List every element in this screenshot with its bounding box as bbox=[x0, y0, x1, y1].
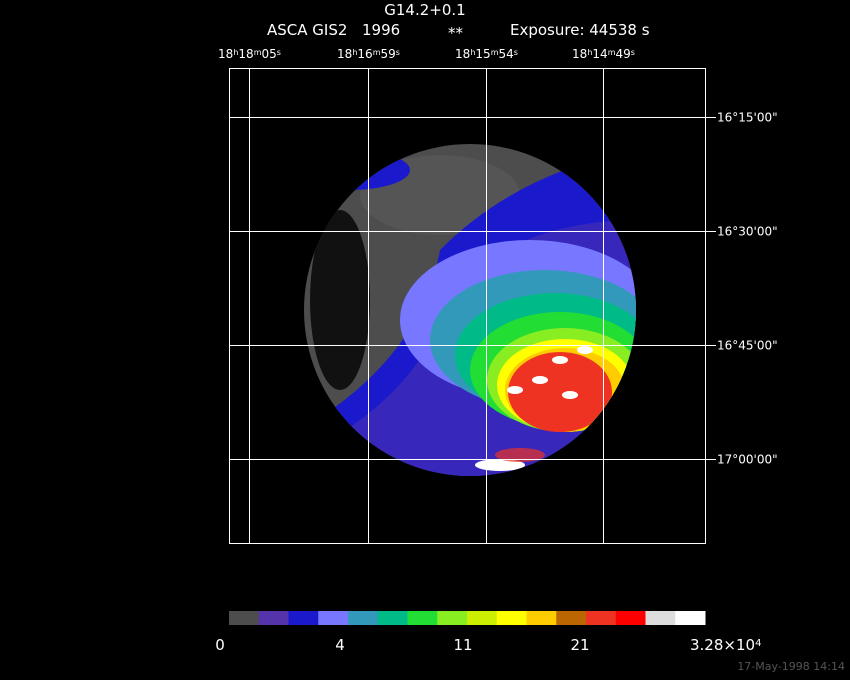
timestamp: 17-May-1998 14:14 bbox=[737, 660, 845, 673]
ra-value: 18 bbox=[455, 47, 470, 61]
coordinate-grid: 18h18m05s 18h16m59s 18h15m54s 18h14m49s16°1… bbox=[218, 47, 778, 543]
colorbar-segment bbox=[496, 611, 527, 625]
colorbar-segment bbox=[615, 611, 646, 625]
colorbar-segment bbox=[377, 611, 408, 625]
colorbar-segment bbox=[675, 611, 706, 625]
colorbar-max-label: 3.28×104 bbox=[690, 636, 761, 654]
ra-unit: h bbox=[470, 48, 475, 57]
ra-value: 18 bbox=[572, 47, 587, 61]
ra-unit: s bbox=[396, 48, 400, 57]
colorbar-label: 21 bbox=[570, 636, 589, 654]
ra-unit: h bbox=[233, 48, 238, 57]
ra-label: 18h18m05s bbox=[218, 47, 281, 61]
colorbar-segment bbox=[348, 611, 379, 625]
instrument: ASCA GIS2 bbox=[267, 21, 347, 39]
colorbar: 0 4 11 21 3.28×104 bbox=[215, 611, 761, 654]
mantissa: 3.28×10 bbox=[690, 636, 755, 654]
dec-label: 16°15'00" bbox=[717, 111, 778, 125]
title: G14.2+0.1 bbox=[384, 1, 465, 19]
ra-value: 59 bbox=[380, 47, 395, 61]
colorbar-segment bbox=[407, 611, 438, 625]
ra-unit: m bbox=[373, 48, 381, 57]
colorbar-segment bbox=[586, 611, 617, 625]
ra-label: 18h16m59s bbox=[337, 47, 400, 61]
dec-label: 16°30'00" bbox=[717, 225, 778, 239]
exposure: Exposure: 44538 s bbox=[510, 21, 650, 39]
dec-label: 17°00'00" bbox=[717, 453, 778, 467]
ra-value: 15 bbox=[475, 47, 490, 61]
colorbar-segment bbox=[556, 611, 587, 625]
ra-value: 18 bbox=[218, 47, 233, 61]
ra-unit: h bbox=[587, 48, 592, 57]
ra-value: 18 bbox=[238, 47, 253, 61]
xray-image bbox=[304, 144, 636, 476]
colorbar-label: 11 bbox=[453, 636, 472, 654]
marker: ** bbox=[448, 24, 464, 42]
ra-unit: s bbox=[631, 48, 635, 57]
plot-frame bbox=[229, 68, 706, 544]
colorbar-segment bbox=[437, 611, 468, 625]
ra-unit: s bbox=[514, 48, 518, 57]
ra-unit: s bbox=[277, 48, 281, 57]
colorbar-segment bbox=[229, 611, 260, 625]
ra-unit: h bbox=[352, 48, 357, 57]
ra-unit: m bbox=[608, 48, 616, 57]
ra-value: 49 bbox=[615, 47, 630, 61]
exponent: 4 bbox=[755, 638, 761, 649]
ra-value: 54 bbox=[498, 47, 513, 61]
colorbar-label: 4 bbox=[335, 636, 345, 654]
colorbar-segment bbox=[318, 611, 349, 625]
ra-label: 18h15m54s bbox=[455, 47, 518, 61]
colorbar-label: 0 bbox=[215, 636, 225, 654]
ra-unit: m bbox=[491, 48, 499, 57]
ra-unit: m bbox=[254, 48, 262, 57]
ra-value: 16 bbox=[357, 47, 372, 61]
colorbar-segment bbox=[526, 611, 557, 625]
ra-value: 14 bbox=[592, 47, 607, 61]
ra-value: 18 bbox=[337, 47, 352, 61]
colorbar-segment bbox=[467, 611, 498, 625]
ra-label: 18h14m49s bbox=[572, 47, 635, 61]
colorbar-segment bbox=[645, 611, 676, 625]
year: 1996 bbox=[362, 21, 400, 39]
dec-label: 16°45'00" bbox=[717, 339, 778, 353]
colorbar-segment bbox=[288, 611, 319, 625]
colorbar-segment bbox=[258, 611, 289, 625]
ra-value: 05 bbox=[261, 47, 276, 61]
